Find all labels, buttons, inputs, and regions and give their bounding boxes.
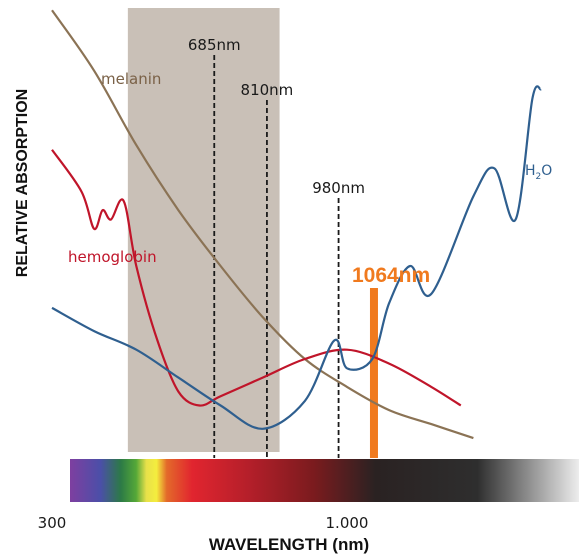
x-axis-title: WAVELENGTH (nm) <box>209 535 369 554</box>
series-h2o-line <box>51 85 542 430</box>
marker-label-980: 980nm <box>312 179 365 197</box>
laser-label: 1064nm <box>352 264 430 287</box>
water-label: H2O <box>525 163 552 182</box>
melanin-label: melanin <box>101 70 161 88</box>
water-label-h: H <box>525 163 536 179</box>
laser-line-1064 <box>369 288 378 458</box>
series-curves <box>51 9 542 440</box>
hemoglobin-label: hemoglobin <box>68 248 157 266</box>
water-label-sub: 2 <box>536 172 542 182</box>
highlight-band <box>127 8 280 452</box>
water-label-o: O <box>541 163 552 179</box>
marker-label-810: 810nm <box>241 81 294 99</box>
x-tick-1000: 1.000 <box>326 514 369 532</box>
spectrum-bar <box>70 459 579 502</box>
y-axis-title: RELATIVE ABSORPTION <box>14 89 31 277</box>
marker-label-685: 685nm <box>188 36 241 54</box>
x-tick-300: 300 <box>38 514 67 532</box>
series-melanin-line <box>51 9 474 440</box>
series-hemoglobin-line <box>51 149 462 407</box>
